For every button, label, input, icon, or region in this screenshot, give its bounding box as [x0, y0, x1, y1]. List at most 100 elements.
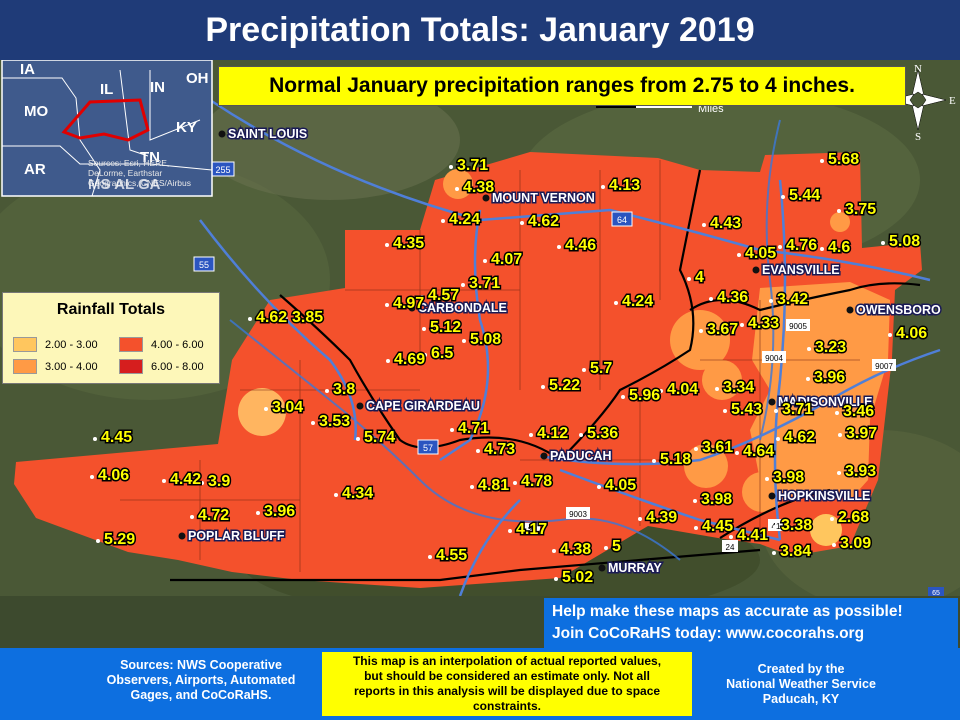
precip-value-label: 4.12: [537, 425, 568, 442]
station-point: [520, 221, 524, 225]
precip-value-label: 3.38: [781, 517, 812, 534]
legend-swatch: [13, 337, 37, 352]
station-point: [423, 353, 427, 357]
station-point: [601, 185, 605, 189]
station-point: [781, 195, 785, 199]
station-point: [356, 437, 360, 441]
city-marker: [540, 452, 548, 460]
precip-value-label: 3.98: [773, 469, 804, 486]
precip-value-label: 6.5: [431, 345, 453, 362]
precip-value-label: 3.85: [292, 309, 323, 326]
station-point: [735, 451, 739, 455]
city-label: OWENSBORO: [856, 303, 941, 317]
svg-text:9004: 9004: [765, 354, 783, 363]
footer-note-line: constraints.: [472, 699, 541, 713]
precip-value-label: 3.8: [333, 381, 355, 398]
precip-value-label: 4.45: [702, 518, 733, 535]
precip-value-label: 3.61: [702, 439, 733, 456]
station-point: [428, 555, 432, 559]
svg-text:24: 24: [726, 543, 735, 552]
precip-value-label: 4.35: [393, 235, 424, 252]
legend: Rainfall Totals 2.00 - 3.00 4.00 - 6.00 …: [2, 292, 220, 384]
footer-note-line: reports in this analysis will be display…: [353, 684, 661, 698]
precip-zone-3-4: [238, 388, 286, 436]
precip-zone-2-3: [810, 514, 842, 546]
station-point: [455, 187, 459, 191]
legend-item: 3.00 - 4.00: [13, 359, 98, 374]
page-title: Precipitation Totals: January 2019: [205, 10, 755, 49]
station-point: [888, 333, 892, 337]
city-label: CARBONDALE: [418, 301, 507, 315]
station-point: [284, 317, 288, 321]
footer-credit-line: Created by the: [757, 662, 845, 676]
station-point: [776, 437, 780, 441]
county-lines: [120, 160, 860, 572]
station-point: [334, 493, 338, 497]
precip-value-label: 4.81: [478, 477, 509, 494]
svg-text:9005: 9005: [789, 322, 807, 331]
inset-label-oh: OH: [186, 70, 209, 87]
city-marker: [218, 130, 226, 138]
city-marker: [752, 266, 760, 274]
station-point: [830, 517, 834, 521]
station-point: [162, 479, 166, 483]
station-point: [325, 389, 329, 393]
precip-value-label: 3.84: [780, 543, 811, 560]
footer-note-line: This map is an interpolation of actual r…: [352, 654, 662, 668]
station-point: [541, 385, 545, 389]
svg-text:24: 24: [528, 526, 537, 535]
precip-value-label: 5.44: [789, 187, 820, 204]
station-point: [837, 471, 841, 475]
precip-value-label: 4.06: [896, 325, 927, 342]
station-point: [385, 303, 389, 307]
legend-swatch: [119, 359, 143, 374]
precip-value-label: 3.71: [782, 401, 813, 418]
footer-credit-line: Paducah, KY: [762, 692, 840, 706]
station-point: [554, 577, 558, 581]
station-point: [659, 389, 663, 393]
legend-label: 2.00 - 3.00: [45, 338, 98, 351]
station-point: [820, 247, 824, 251]
city-label: CAPE GIRARDEAU: [366, 399, 480, 413]
precip-value-label: 4.57: [428, 287, 459, 304]
station-point: [420, 295, 424, 299]
station-point: [835, 411, 839, 415]
precip-value-label: 2.68: [838, 509, 869, 526]
station-point: [652, 459, 656, 463]
cocorahs-line2[interactable]: Join CoCoRaHS today: www.cocorahs.org: [552, 625, 865, 642]
city-marker: [598, 564, 606, 572]
footer-note-line: but should be considered an estimate onl…: [364, 669, 650, 683]
precip-value-label: 3.23: [815, 339, 846, 356]
precip-value-label: 4.07: [491, 251, 522, 268]
station-point: [723, 409, 727, 413]
precip-value-label: 4.24: [449, 211, 480, 228]
city-marker: [408, 304, 416, 312]
precip-value-label: 3.71: [469, 275, 500, 292]
svg-text:9003: 9003: [569, 510, 587, 519]
precip-region-3-4-east: [750, 282, 890, 500]
station-point: [311, 421, 315, 425]
station-point: [838, 433, 842, 437]
station-point: [90, 475, 94, 479]
footer-sources-line: Sources: NWS Cooperative: [120, 658, 282, 672]
precip-value-label: 4.72: [198, 507, 229, 524]
svg-text:255: 255: [215, 165, 230, 175]
station-point: [769, 299, 773, 303]
station-point: [694, 526, 698, 530]
city-label: HOPKINSVILLE: [778, 489, 870, 503]
station-point: [461, 283, 465, 287]
station-point: [614, 301, 618, 305]
legend-label: 4.00 - 6.00: [151, 338, 204, 351]
precip-value-label: 5.36: [587, 425, 618, 442]
cocorahs-line1: Help make these maps as accurate as poss…: [552, 603, 903, 620]
footer-sources: Sources: NWS Cooperative Observers, Airp…: [86, 658, 316, 703]
precip-value-label: 3.93: [845, 463, 876, 480]
station-point: [264, 407, 268, 411]
map-area: 255 64 55 57 9005 9004 9007 9003 24 41 2…: [0, 60, 960, 596]
station-point: [200, 481, 204, 485]
precip-value-label: 5.43: [731, 401, 762, 418]
precip-value-label: 5.12: [430, 319, 461, 336]
city-label: MADISONVILLE: [778, 395, 872, 409]
inset-credit: DeLorme, Earthstar: [88, 168, 162, 178]
inset-credit: Geographics, CNES/Airbus: [88, 178, 191, 188]
